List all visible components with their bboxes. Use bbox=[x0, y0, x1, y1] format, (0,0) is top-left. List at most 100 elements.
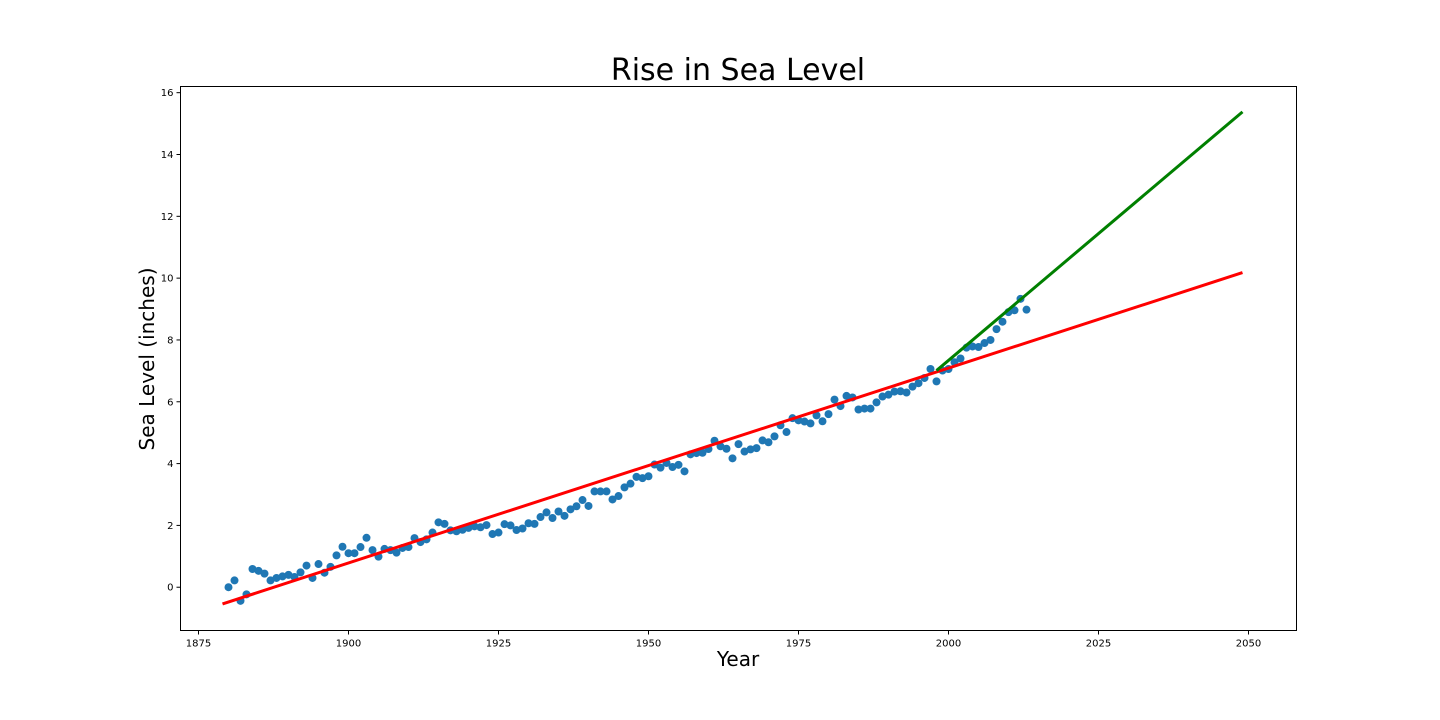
data-point bbox=[968, 342, 977, 351]
data-point bbox=[620, 483, 629, 492]
data-point bbox=[344, 549, 353, 558]
data-point bbox=[608, 495, 617, 504]
data-point bbox=[284, 570, 293, 579]
data-point bbox=[854, 405, 863, 414]
data-point bbox=[932, 377, 941, 386]
data-point bbox=[956, 354, 965, 363]
data-point bbox=[758, 436, 767, 445]
data-point bbox=[362, 533, 371, 542]
data-point bbox=[740, 447, 749, 456]
data-point bbox=[752, 444, 761, 453]
fit-line-all-years bbox=[222, 271, 1243, 606]
plot-content bbox=[222, 110, 1244, 606]
data-point bbox=[590, 487, 599, 496]
data-point bbox=[986, 335, 995, 344]
data-point bbox=[356, 543, 365, 552]
y-axis-label-group: Sea Level (inches) bbox=[135, 268, 159, 451]
data-point bbox=[626, 479, 635, 488]
data-point bbox=[518, 524, 527, 533]
x-tick-label: 1875 bbox=[186, 639, 211, 650]
data-point bbox=[596, 487, 605, 496]
y-tick-label: 16 bbox=[161, 88, 174, 99]
data-point bbox=[668, 462, 677, 471]
data-point bbox=[224, 583, 233, 592]
data-point bbox=[842, 391, 851, 400]
data-point bbox=[644, 472, 653, 481]
data-point bbox=[566, 505, 575, 514]
data-point bbox=[338, 542, 347, 551]
x-axis-label: Year bbox=[716, 647, 760, 671]
x-tick-label: 1950 bbox=[636, 639, 661, 650]
data-point bbox=[548, 513, 557, 522]
x-axis-ticks: 1875 1900 1925 1950 1975 2000 2025 2050 bbox=[186, 630, 1261, 650]
data-point bbox=[584, 501, 593, 510]
data-point bbox=[896, 387, 905, 396]
data-point bbox=[602, 487, 611, 496]
data-point bbox=[296, 568, 305, 577]
data-point bbox=[812, 411, 821, 420]
data-point bbox=[632, 472, 641, 481]
data-point bbox=[890, 387, 899, 396]
x-tick-label: 2000 bbox=[936, 639, 961, 650]
data-point bbox=[614, 492, 623, 501]
data-point bbox=[818, 417, 827, 426]
data-point bbox=[734, 440, 743, 449]
data-point bbox=[674, 460, 683, 469]
data-point bbox=[764, 438, 773, 447]
data-point bbox=[560, 511, 569, 520]
data-point bbox=[260, 569, 269, 578]
data-point bbox=[578, 496, 587, 505]
data-point bbox=[368, 546, 377, 555]
data-point bbox=[572, 502, 581, 511]
x-tick-label: 1975 bbox=[786, 639, 811, 650]
data-point bbox=[860, 404, 869, 413]
plot-frame bbox=[180, 86, 1297, 631]
data-point bbox=[806, 419, 815, 428]
y-tick-label: 8 bbox=[167, 335, 173, 346]
data-point bbox=[872, 398, 881, 407]
data-point bbox=[728, 454, 737, 463]
y-tick-label: 6 bbox=[167, 397, 173, 408]
data-point bbox=[530, 519, 539, 528]
data-point bbox=[440, 519, 449, 528]
data-point bbox=[542, 508, 551, 517]
y-axis-ticks: 0 2 4 6 8 10 12 14 16 bbox=[161, 88, 181, 594]
data-point bbox=[302, 561, 311, 570]
data-point bbox=[254, 566, 263, 575]
data-point bbox=[680, 467, 689, 476]
data-point bbox=[884, 390, 893, 399]
data-point bbox=[266, 576, 275, 585]
data-point bbox=[512, 526, 521, 535]
data-point bbox=[248, 564, 257, 573]
data-point bbox=[998, 317, 1007, 326]
x-tick-label: 1925 bbox=[486, 639, 511, 650]
data-point bbox=[914, 379, 923, 388]
data-point bbox=[866, 404, 875, 413]
y-tick-label: 12 bbox=[161, 212, 174, 223]
chart-title: Rise in Sea Level bbox=[611, 53, 865, 88]
y-tick-label: 0 bbox=[167, 583, 173, 594]
data-point bbox=[698, 448, 707, 457]
data-point bbox=[656, 463, 665, 472]
data-point bbox=[476, 523, 485, 532]
data-point bbox=[980, 339, 989, 348]
data-point bbox=[470, 522, 479, 531]
y-tick-label: 14 bbox=[161, 150, 174, 161]
data-point bbox=[992, 325, 1001, 334]
data-point bbox=[782, 428, 791, 437]
data-point bbox=[392, 548, 401, 557]
data-point bbox=[722, 444, 731, 453]
data-point bbox=[434, 518, 443, 527]
data-point bbox=[494, 528, 503, 537]
data-point bbox=[824, 410, 833, 419]
data-point bbox=[488, 530, 497, 539]
x-tick-label: 2025 bbox=[1086, 639, 1111, 650]
data-point bbox=[902, 388, 911, 397]
y-tick-label: 10 bbox=[161, 274, 174, 285]
data-point bbox=[638, 474, 647, 483]
data-point bbox=[1010, 306, 1019, 315]
data-point bbox=[800, 417, 809, 426]
data-point bbox=[482, 521, 491, 530]
data-point bbox=[554, 507, 563, 516]
data-point bbox=[746, 445, 755, 454]
